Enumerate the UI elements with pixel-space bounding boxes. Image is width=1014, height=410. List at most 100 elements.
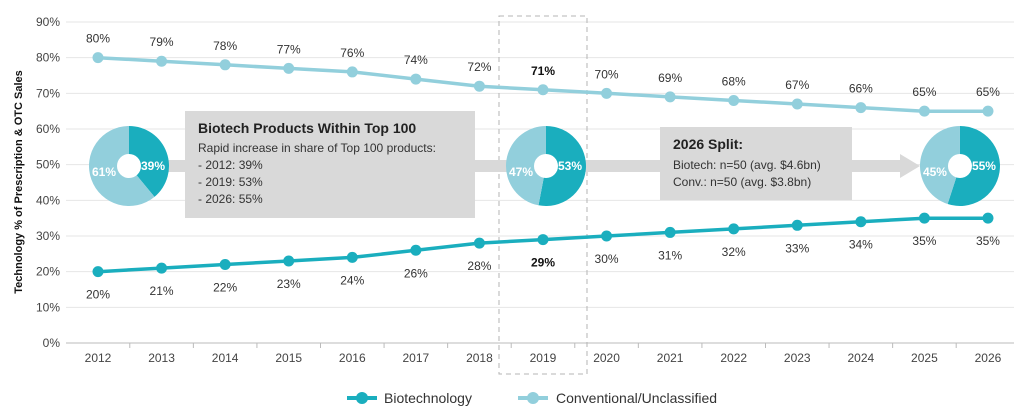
data-label-conventional-2016: 76% (340, 46, 364, 60)
point-biotech-2023 (791, 219, 803, 231)
point-biotech-2016 (346, 251, 358, 263)
pie-2019-biotech-slice (538, 126, 586, 206)
x-tick-label-2022: 2022 (720, 351, 747, 365)
data-label-conventional-2019: 71% (531, 64, 555, 78)
highlight-2019 (498, 15, 588, 375)
data-labels: 20% 21% 22% 23% 24% 26% 28% 29% 30% 31% 32% 33% 34% 3… (86, 32, 1000, 302)
point-biotech-2015 (283, 255, 295, 267)
y-tick-label-50: 50% (36, 158, 60, 172)
y-tick-label-70: 70% (36, 86, 60, 100)
pie-2026-biotech-slice (947, 126, 1000, 207)
point-conventional-2017 (410, 73, 422, 85)
x-axis: 2012 2013 2014 2015 2016 2017 2018 2019 2020 2021… (85, 343, 1002, 365)
data-label-conventional-2018: 72% (467, 60, 491, 74)
point-biotech-2022 (728, 223, 740, 235)
legend-biotech-marker (356, 392, 368, 404)
y-tick-label-20: 20% (36, 265, 60, 279)
data-label-biotech-2025: 35% (912, 234, 936, 248)
data-label-biotech-2026: 35% (976, 234, 1000, 248)
x-tick-label-2020: 2020 (593, 351, 620, 365)
x-tick-label-2019: 2019 (530, 351, 557, 365)
point-biotech-2019 (537, 234, 549, 246)
data-label-conventional-2014: 78% (213, 39, 237, 53)
data-label-biotech-2020: 30% (595, 252, 619, 266)
point-conventional-2014 (219, 59, 231, 71)
pie-2019-hole (533, 154, 558, 178)
x-tick-label-2021: 2021 (657, 351, 684, 365)
data-label-conventional-2023: 67% (785, 78, 809, 92)
data-label-conventional-2022: 68% (722, 74, 746, 88)
point-conventional-2015 (283, 62, 295, 74)
point-conventional-2025 (918, 105, 930, 117)
point-biotech-2012 (92, 266, 104, 278)
series-points (92, 52, 994, 278)
annotation-split2026-line-2: Conv.: n=50 (avg. $3.8bn) (673, 175, 811, 189)
annotation-top100-line-4: - 2026: 55% (198, 192, 263, 206)
data-label-biotech-2016: 24% (340, 273, 364, 287)
annotation-split2026: 2026 Split: Biotech: n=50 (avg. $4.6bn) … (660, 127, 852, 200)
x-tick-label-2024: 2024 (847, 351, 874, 365)
point-biotech-2014 (219, 259, 231, 271)
pie-2026-hole (947, 154, 972, 178)
point-conventional-2012 (92, 52, 104, 64)
point-conventional-2023 (791, 98, 803, 110)
pie-2026-conventional-label: 45% (923, 165, 947, 179)
x-tick-label-2017: 2017 (402, 351, 429, 365)
data-label-conventional-2012: 80% (86, 32, 110, 46)
annotation-top100-line-3: - 2019: 53% (198, 175, 263, 189)
point-conventional-2019 (537, 84, 549, 96)
x-tick-label-2014: 2014 (212, 351, 239, 365)
annotation-top100-line-2: - 2012: 39% (198, 158, 263, 172)
x-tick-label-2025: 2025 (911, 351, 938, 365)
annotation-split2026-title: 2026 Split: (673, 136, 743, 152)
data-label-biotech-2014: 22% (213, 281, 237, 295)
pie-2012-biotech-label: 39% (141, 159, 165, 173)
point-biotech-2013 (156, 262, 168, 274)
data-label-conventional-2015: 77% (277, 42, 301, 56)
pie-2026-conventional-slice (919, 126, 960, 205)
point-biotech-2021 (664, 226, 676, 238)
point-biotech-2025 (918, 212, 930, 224)
connector-arrowhead (900, 154, 920, 178)
pie-charts: 39% 61% 53% 47% 55% 45% (88, 126, 1000, 207)
annotation-top100: Biotech Products Within Top 100 Rapid in… (185, 111, 475, 218)
data-label-biotech-2021: 31% (658, 248, 682, 262)
y-tick-label-10: 10% (36, 300, 60, 314)
pie-2019-conventional-slice (505, 126, 546, 206)
legend-conventional-label: Conventional/Unclassified (556, 390, 717, 406)
pie-2012-conventional-label: 61% (92, 165, 116, 179)
highlight-box (498, 15, 588, 375)
annotation-split2026-box (660, 127, 852, 200)
legend: Biotechnology Conventional/Unclassified (347, 390, 717, 406)
pie-2019-conventional-label: 47% (509, 165, 533, 179)
point-biotech-2020 (601, 230, 613, 242)
y-tick-label-30: 30% (36, 229, 60, 243)
annotation-split2026-line-1: Biotech: n=50 (avg. $4.6bn) (673, 158, 821, 172)
point-conventional-2026 (982, 105, 994, 117)
point-conventional-2020 (601, 87, 613, 99)
data-label-biotech-2012: 20% (86, 288, 110, 302)
y-tick-label-90: 90% (36, 15, 60, 29)
data-label-conventional-2020: 70% (595, 67, 619, 81)
x-tick-label-2013: 2013 (148, 351, 175, 365)
x-tick-label-2026: 2026 (975, 351, 1002, 365)
pie-2019-biotech-label: 53% (558, 159, 582, 173)
x-tick-label-2016: 2016 (339, 351, 366, 365)
x-tick-label-2018: 2018 (466, 351, 493, 365)
data-label-biotech-2017: 26% (404, 266, 428, 280)
point-conventional-2016 (346, 66, 358, 78)
data-label-biotech-2022: 32% (722, 245, 746, 259)
legend-biotech-label: Biotechnology (384, 390, 472, 406)
point-conventional-2022 (728, 94, 740, 106)
y-axis-title: Technology % of Prescription & OTC Sales (13, 70, 25, 294)
annotation-top100-title: Biotech Products Within Top 100 (198, 120, 416, 136)
point-conventional-2024 (855, 102, 867, 114)
x-tick-label-2023: 2023 (784, 351, 811, 365)
point-biotech-2024 (855, 216, 867, 228)
point-biotech-2017 (410, 244, 422, 256)
y-tick-label-40: 40% (36, 193, 60, 207)
data-label-conventional-2025: 65% (912, 85, 936, 99)
point-biotech-2026 (982, 212, 994, 224)
x-tick-label-2015: 2015 (275, 351, 302, 365)
data-label-conventional-2024: 66% (849, 82, 873, 96)
